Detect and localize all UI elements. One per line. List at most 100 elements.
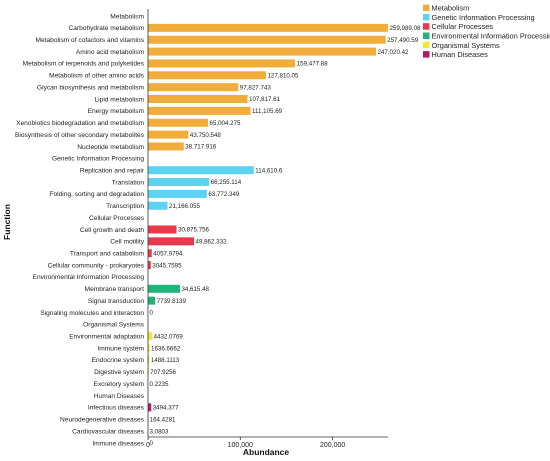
data-label: 1636.6662 — [151, 345, 181, 352]
bar — [148, 284, 180, 293]
data-label: 43,750.548 — [190, 132, 222, 139]
data-label: 34,615.48 — [181, 286, 209, 293]
legend-label: Human Diseases — [432, 50, 489, 59]
bar — [148, 355, 150, 364]
category-label: Lipid metabolism — [95, 96, 145, 103]
category-label: Biosynthesis of other secondary metaboli… — [15, 132, 145, 139]
category-label: Transport and catabolism — [70, 251, 145, 258]
category-label: Infectious diseases — [88, 405, 145, 412]
category-label: Translation — [112, 179, 145, 186]
legend-swatch — [423, 41, 430, 49]
bar — [148, 35, 386, 44]
bar — [148, 403, 152, 412]
category-label: Signaling molecules and interaction — [40, 310, 144, 317]
data-label: 63,772.349 — [208, 191, 240, 198]
data-label: 259,989.08 — [389, 25, 421, 32]
category-label: Metabolism of cofactors and vitamins — [36, 37, 145, 44]
data-label: 3045.7595 — [152, 262, 182, 269]
category-label: Xenobiotics biodegradation and metabolis… — [16, 120, 144, 127]
data-label: 707.9256 — [150, 369, 176, 376]
y-axis-title: Function — [2, 204, 12, 240]
data-label: 114,610.6 — [255, 167, 283, 174]
x-tick-label: 200,000 — [320, 442, 345, 449]
bar — [148, 106, 251, 115]
data-label: 1488.1113 — [151, 357, 180, 364]
category-label: Cell growth and death — [80, 227, 144, 234]
data-label: 247,020.42 — [378, 49, 410, 56]
bar — [148, 237, 195, 246]
category-label: Cardiovascular diseases — [72, 428, 145, 435]
bar — [148, 178, 210, 187]
data-label: 107,817.61 — [249, 96, 281, 103]
bar — [148, 166, 254, 175]
category-label: Nucleotide metabolism — [77, 144, 144, 151]
bar — [148, 59, 296, 68]
data-label: 159,477.88 — [297, 61, 329, 68]
legend-label: Metabolism — [432, 4, 470, 13]
data-label: 257,490.59 — [387, 37, 419, 44]
data-label: 0.2235 — [150, 381, 169, 388]
bar — [148, 83, 239, 92]
category-label: Membrane transport — [85, 286, 145, 293]
category-label: Immune system — [97, 345, 144, 352]
legend-label: Genetic Information Processing — [432, 13, 535, 22]
x-tick-label: 0 — [146, 442, 150, 449]
category-label: Replication and repair — [80, 167, 145, 174]
x-tick-label: 100,000 — [228, 442, 253, 449]
data-label: 21,166.055 — [169, 203, 201, 210]
data-label: 127,810.05 — [267, 73, 299, 80]
category-label: Amino acid metabolism — [76, 49, 145, 56]
legend-label: Cellular Processes — [432, 22, 494, 31]
legend-swatch — [423, 13, 430, 21]
legend-swatch — [423, 51, 430, 58]
bar — [148, 344, 150, 353]
data-label: 97,827.743 — [240, 84, 272, 91]
data-label: 0 — [150, 440, 154, 447]
data-label: 111,105.69 — [252, 108, 283, 115]
category-label: Glycan biosynthesis and metabolism — [37, 84, 145, 91]
category-label: Energy metabolism — [88, 108, 145, 115]
category-header-label: Human Diseases — [94, 393, 145, 400]
data-label: 66,255.114 — [211, 179, 242, 186]
data-label: 49,862.332 — [196, 239, 228, 246]
bar — [148, 261, 151, 270]
data-label: 4432.0769 — [154, 333, 184, 340]
category-label: Environmental adaptation — [69, 334, 144, 341]
category-label: Carbohydrate metabolism — [69, 25, 145, 32]
bar — [148, 95, 248, 104]
bar — [148, 118, 209, 127]
category-label: Metabolism of other amino acids — [49, 73, 145, 80]
category-label: Cell motility — [110, 239, 144, 246]
category-header-label: Environmental Information Processing — [33, 274, 145, 281]
category-header-label: Genetic Information Processing — [52, 156, 144, 163]
legend-label: Organismal Systems — [432, 41, 500, 50]
bar — [148, 225, 177, 234]
data-label: 164.4281 — [150, 416, 176, 423]
bar — [148, 201, 168, 210]
bar — [148, 130, 189, 139]
category-header-label: Cellular Processes — [89, 215, 145, 222]
category-label: Immune diseases — [92, 440, 144, 447]
bar — [148, 47, 377, 56]
category-label: Cellular community - prokaryotes — [48, 262, 145, 269]
data-label: 4057.9794 — [153, 250, 183, 257]
data-label: 3.0803 — [150, 428, 169, 435]
category-header-label: Organismal Systems — [83, 322, 145, 329]
legend-swatch — [423, 23, 430, 30]
bar — [148, 23, 388, 32]
category-label: Signal transduction — [88, 298, 144, 305]
x-axis: 0 100,000 200,000 — [146, 9, 388, 449]
data-label: 3494.377 — [153, 405, 179, 412]
data-label: 0 — [150, 310, 154, 317]
data-label: 30,875.756 — [178, 227, 210, 234]
bar — [148, 189, 207, 198]
labels-layer: Metabolism Carbohydrate metabolism 259,989… — [15, 13, 421, 447]
bar — [148, 142, 184, 151]
data-label: 38,717.916 — [185, 144, 217, 151]
category-label: Digestive system — [94, 369, 144, 376]
category-label: Transcription — [106, 203, 144, 210]
bar — [148, 296, 156, 305]
